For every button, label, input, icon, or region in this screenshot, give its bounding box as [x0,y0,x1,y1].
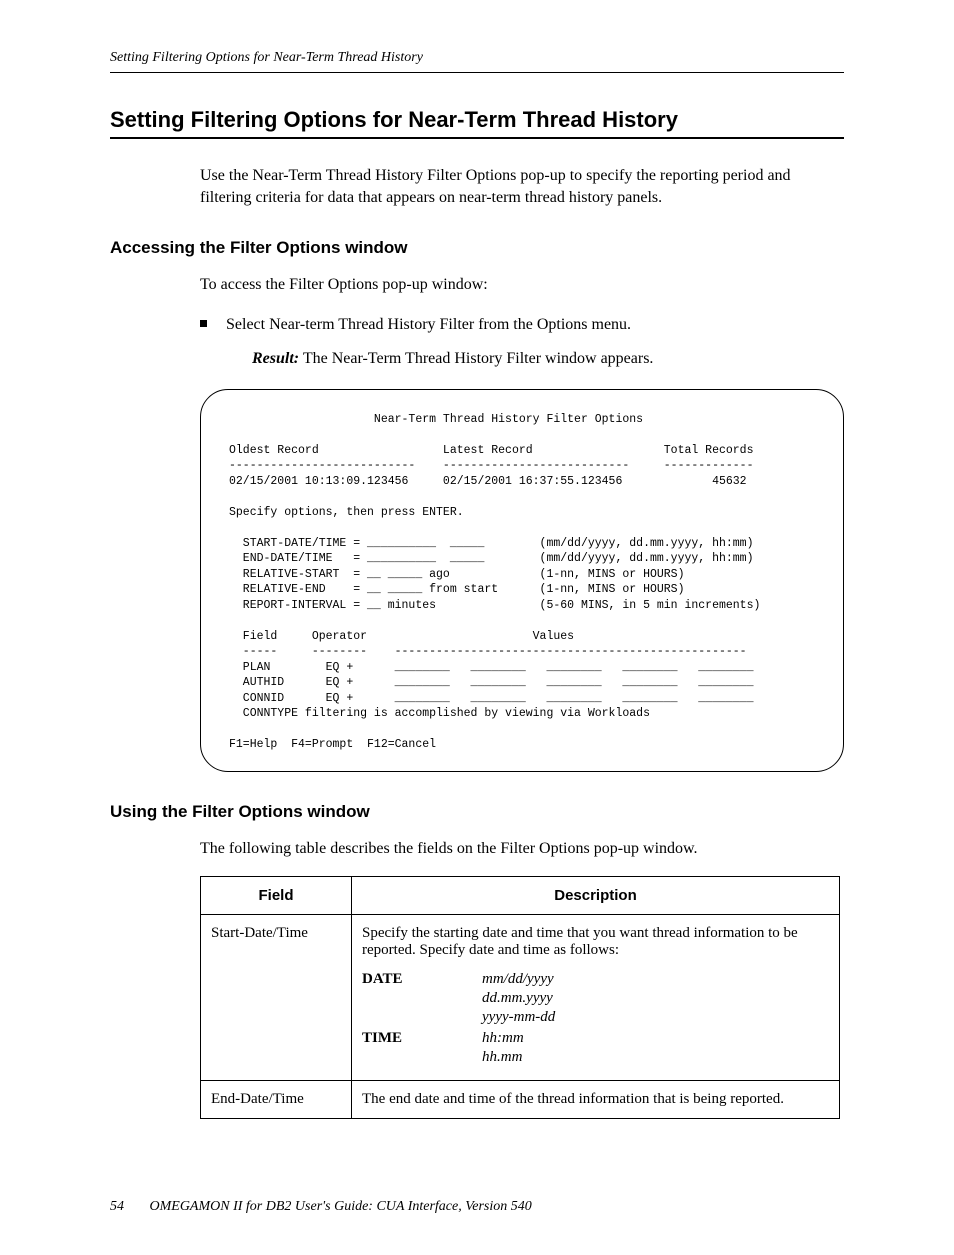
result-label: Result: [252,350,299,367]
col-field: Field [201,877,352,915]
term-opt5: REPORT-INTERVAL = __ minutes (5-60 MINS,… [229,599,760,612]
col-description: Description [352,877,840,915]
book-title: OMEGAMON II for DB2 User's Guide: CUA In… [150,1199,532,1214]
term-flt-hdr: Field Operator Values [229,630,574,643]
term-flt3: CONNID EQ + ________ ________ ________ _… [229,692,754,705]
accessing-heading: Accessing the Filter Options window [110,238,844,258]
cell-desc: Specify the starting date and time that … [352,915,840,1081]
term-flt-dsh: ----- -------- -------------------------… [229,645,747,658]
def-val: hh.mm [482,1049,524,1066]
desc-text: Specify the starting date and time that … [362,925,798,958]
term-opt4: RELATIVE-END = __ _____ from start (1-nn… [229,583,684,596]
term-title: Near-Term Thread History Filter Options [229,413,643,426]
intro-paragraph: Use the Near-Term Thread History Filter … [200,165,844,208]
def-term: TIME [362,1030,482,1068]
term-rec: 02/15/2001 10:13:09.123456 02/15/2001 16… [229,475,747,488]
using-lead: The following table describes the fields… [200,838,844,860]
page-footer: 54 OMEGAMON II for DB2 User's Guide: CUA… [110,1199,844,1215]
term-opt3: RELATIVE-START = __ _____ ago (1-nn, MIN… [229,568,684,581]
term-fkeys: F1=Help F4=Prompt F12=Cancel [229,738,436,751]
term-flt2: AUTHID EQ + ________ ________ ________ _… [229,676,754,689]
term-dash: --------------------------- ------------… [229,459,754,472]
def-vals: mm/dd/yyyy dd.mm.yyyy yyyy-mm-dd [482,971,555,1028]
fields-table: Field Description Start-Date/Time Specif… [200,876,840,1119]
bullet-text: Select Near-term Thread History Filter f… [226,316,631,333]
using-heading: Using the Filter Options window [110,802,844,822]
cell-field: Start-Date/Time [201,915,352,1081]
cell-desc: The end date and time of the thread info… [352,1081,840,1119]
term-hdr: Oldest Record Latest Record Total Record… [229,444,754,457]
term-flt-note: CONNTYPE filtering is accomplished by vi… [229,707,650,720]
bullet-item: Select Near-term Thread History Filter f… [200,313,844,371]
term-specify: Specify options, then press ENTER. [229,506,464,519]
term-flt1: PLAN EQ + ________ ________ ________ ___… [229,661,754,674]
page-title: Setting Filtering Options for Near-Term … [110,107,844,139]
def-term: DATE [362,971,482,1028]
def-vals: hh:mm hh.mm [482,1030,524,1068]
accessing-lead: To access the Filter Options pop-up wind… [200,274,844,296]
terminal-screen: Near-Term Thread History Filter Options … [200,389,844,772]
table-row: End-Date/Time The end date and time of t… [201,1081,840,1119]
def-val: hh:mm [482,1030,524,1047]
term-opt1: START-DATE/TIME = __________ _____ (mm/d… [229,537,754,550]
result-line: Result: The Near-Term Thread History Fil… [252,347,844,371]
result-text: The Near-Term Thread History Filter wind… [299,350,653,367]
cell-field: End-Date/Time [201,1081,352,1119]
def-val: yyyy-mm-dd [482,1009,555,1026]
def-val: mm/dd/yyyy [482,971,555,988]
running-head: Setting Filtering Options for Near-Term … [110,50,844,73]
def-list: DATE mm/dd/yyyy dd.mm.yyyy yyyy-mm-dd TI… [362,971,829,1068]
page-number: 54 [110,1199,124,1214]
table-row: Start-Date/Time Specify the starting dat… [201,915,840,1081]
term-opt2: END-DATE/TIME = __________ _____ (mm/dd/… [229,552,754,565]
def-val: dd.mm.yyyy [482,990,555,1007]
